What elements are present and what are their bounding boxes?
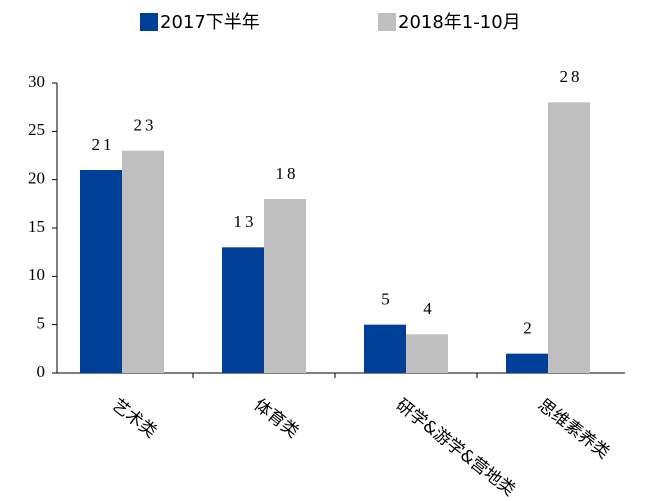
legend-label: 2017下半年	[160, 12, 260, 33]
data-label: 23	[134, 116, 157, 135]
y-tick-label: 20	[28, 169, 45, 188]
data-label: 4	[423, 299, 435, 318]
y-tick-label: 5	[37, 314, 46, 333]
y-tick-label: 25	[28, 120, 45, 139]
bar	[264, 199, 306, 373]
legend-swatch	[378, 13, 396, 31]
bar	[122, 150, 164, 373]
legend-swatch	[140, 13, 158, 31]
data-label: 21	[92, 135, 115, 154]
y-tick-label: 30	[28, 72, 45, 91]
x-tick-label: 研学&游学&营地类	[392, 395, 519, 500]
bar	[506, 353, 548, 373]
y-tick-label: 10	[28, 265, 45, 284]
bar	[548, 102, 590, 373]
y-tick-label: 0	[37, 362, 46, 381]
bar	[364, 324, 406, 373]
y-tick-label: 15	[28, 217, 45, 236]
legend-label: 2018年1-10月	[398, 12, 521, 33]
data-label: 18	[276, 164, 299, 183]
bar	[222, 247, 264, 373]
bar	[406, 334, 448, 373]
x-tick-label: 体育类	[250, 395, 303, 442]
x-tick-label: 艺术类	[108, 395, 161, 442]
data-label: 13	[234, 212, 257, 231]
data-label: 28	[560, 67, 583, 86]
x-tick-label: 思维素养类	[534, 395, 613, 463]
data-label: 5	[381, 290, 393, 309]
bar	[80, 170, 122, 373]
data-label: 2	[523, 319, 535, 338]
